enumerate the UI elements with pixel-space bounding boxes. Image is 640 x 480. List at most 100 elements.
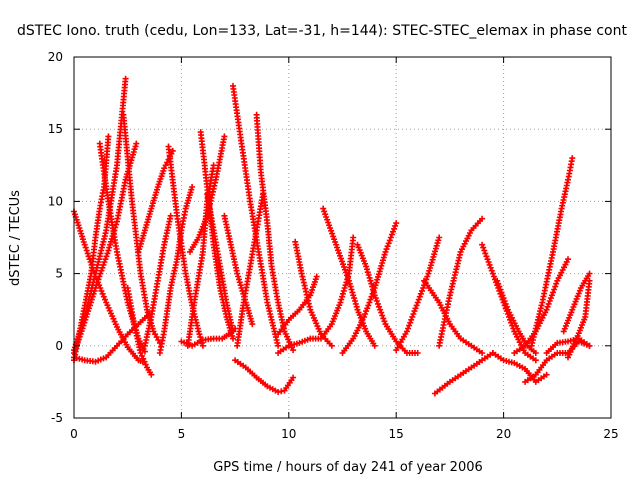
data-point: [100, 261, 107, 268]
data-point: [393, 220, 400, 227]
y-tick-label: 0: [55, 339, 63, 353]
data-point: [236, 279, 243, 286]
y-tick-label: 20: [48, 50, 63, 64]
data-point: [103, 253, 110, 260]
data-point: [532, 357, 539, 364]
data-point: [550, 289, 556, 296]
data-point: [385, 240, 392, 247]
data-point: [369, 283, 376, 290]
data-series: [124, 285, 155, 378]
data-series: [234, 191, 266, 349]
data-point: [82, 244, 89, 251]
data-point: [502, 300, 509, 307]
data-point: [409, 313, 416, 320]
data-point: [482, 250, 489, 257]
data-point: [548, 292, 555, 299]
data-point: [313, 320, 320, 327]
data-point: [586, 277, 593, 284]
data-point: [342, 282, 349, 289]
data-point: [381, 318, 388, 325]
x-axis-title: GPS time / hours of day 241 of year 2006: [213, 460, 483, 475]
data-point: [379, 312, 386, 319]
data-point: [81, 241, 88, 248]
data-point: [370, 289, 377, 296]
data-point: [300, 279, 307, 286]
data-point: [543, 306, 550, 313]
data-point: [419, 287, 425, 294]
data-point: [480, 244, 487, 251]
data-point: [366, 299, 373, 306]
data-point: [413, 302, 420, 309]
data-point: [586, 270, 593, 277]
data-point: [546, 298, 553, 304]
data-point: [501, 298, 508, 304]
data-point: [365, 272, 372, 278]
data-point: [403, 328, 410, 335]
data-point: [368, 293, 375, 300]
data-series: [165, 143, 206, 349]
data-point: [235, 273, 242, 280]
data-point: [503, 303, 510, 310]
axes: 0 5 10 15 20 25 -5 0 5 10 15 20: [48, 50, 619, 441]
data-point: [371, 342, 378, 349]
data-point: [453, 266, 460, 273]
data-point: [416, 293, 423, 300]
y-tick-label: 5: [55, 267, 63, 281]
data-point: [339, 258, 345, 265]
data-point: [408, 316, 415, 323]
data-point: [499, 292, 506, 299]
data-point: [313, 273, 320, 280]
data-point: [377, 306, 384, 313]
data-series: [307, 234, 357, 342]
data-series: [232, 357, 297, 395]
data-point: [343, 279, 350, 286]
data-point: [340, 287, 347, 294]
data-point: [290, 374, 297, 381]
data-point: [230, 328, 236, 335]
data-point: [305, 300, 312, 307]
data-point: [367, 277, 374, 284]
data-point: [361, 322, 367, 329]
data-point: [169, 147, 176, 154]
data-point: [249, 321, 256, 328]
data-point: [341, 263, 347, 270]
data-point: [586, 342, 593, 349]
series-line: [255, 113, 295, 352]
data-point: [349, 289, 356, 296]
data-point: [415, 296, 422, 303]
data-point: [545, 300, 552, 307]
data-point: [80, 316, 87, 323]
data-point: [122, 75, 129, 82]
data-point: [436, 234, 443, 241]
data-point: [387, 234, 394, 241]
series-line: [438, 217, 484, 347]
data-point: [412, 305, 419, 312]
grid: [74, 57, 611, 418]
data-point: [374, 300, 381, 307]
data-point: [500, 295, 507, 302]
data-point: [417, 290, 424, 297]
data-point: [406, 322, 413, 329]
data-point: [275, 342, 282, 349]
data-point: [106, 244, 113, 251]
data-point: [234, 270, 241, 277]
data-point: [348, 286, 355, 293]
chart-title: dSTEC Iono. truth (cedu, Lon=133, Lat=-3…: [17, 23, 627, 39]
data-series: [120, 111, 163, 346]
data-point: [532, 350, 539, 356]
data-point: [105, 133, 112, 140]
data-point: [561, 325, 568, 332]
data-point: [368, 280, 375, 287]
data-point: [107, 238, 114, 245]
data-point: [274, 339, 281, 346]
data-point: [346, 280, 353, 287]
data-point: [230, 335, 236, 342]
data-point: [344, 276, 351, 283]
data-point: [199, 342, 206, 349]
data-series: [71, 75, 129, 354]
data-point: [365, 302, 372, 309]
data-point: [547, 295, 554, 302]
data-point: [405, 325, 411, 332]
data-series: [292, 238, 335, 349]
